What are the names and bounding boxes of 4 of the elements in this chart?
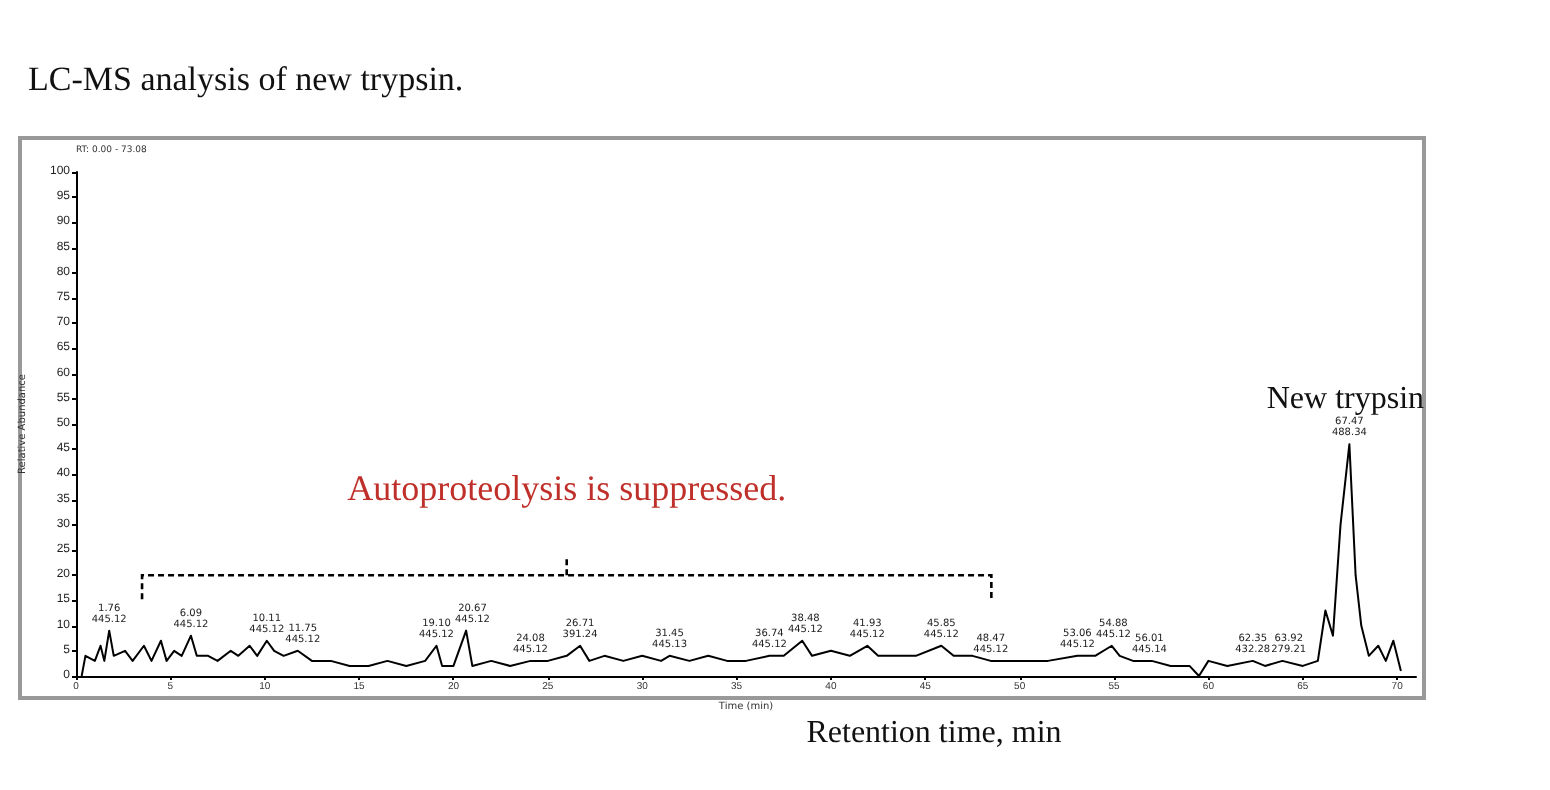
annotation: New trypsin: [1266, 382, 1425, 417]
text: Retention time, min: [806, 716, 1062, 750]
annotation: Autoproteolysis is suppressed.: [347, 468, 787, 508]
chart-title: LC-MS analysis of new trypsin.: [28, 60, 464, 100]
